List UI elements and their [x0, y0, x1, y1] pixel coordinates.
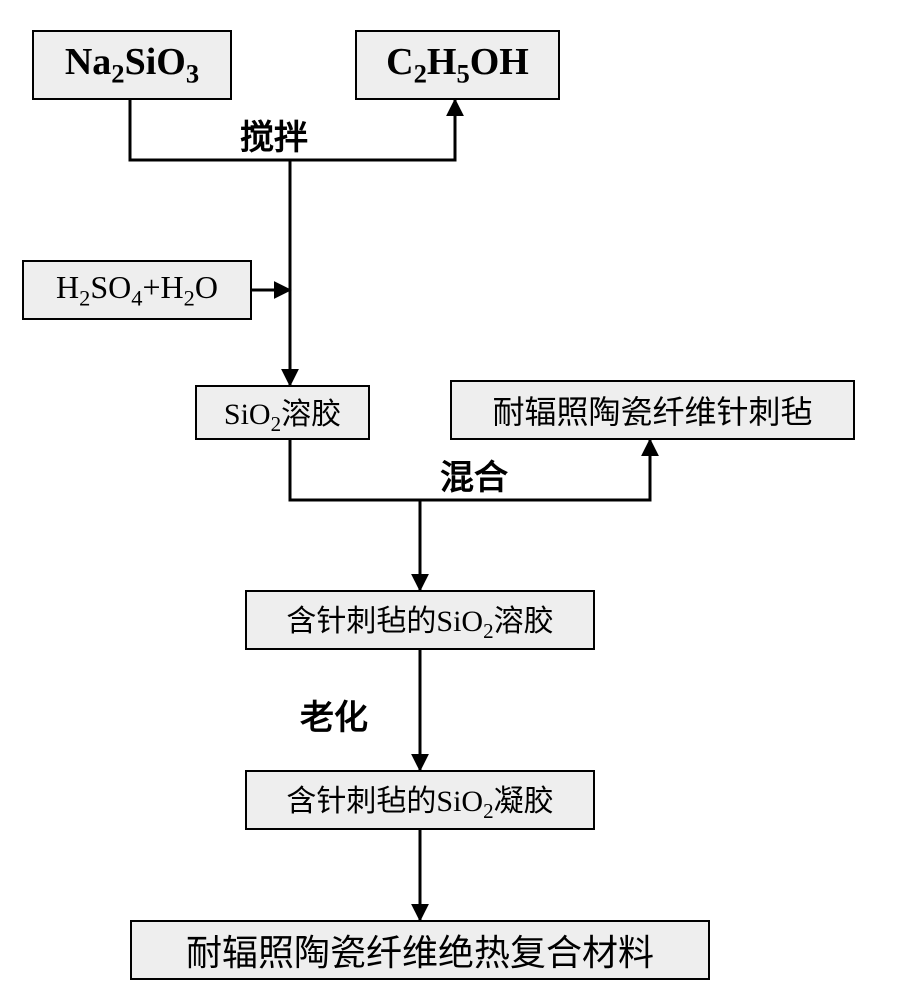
edge-label-stir: 搅拌 — [240, 110, 308, 159]
edge-label-aging: 老化 — [300, 690, 368, 739]
label-fiberfelt: 耐辐照陶瓷纤维针刺毡 — [492, 387, 812, 433]
edge-label-mix: 混合 — [440, 450, 508, 499]
edges-layer — [0, 0, 899, 1000]
node-ceramic-fiber-felt: 耐辐照陶瓷纤维针刺毡 — [450, 380, 855, 440]
label-c2h5oh: C2H5OH — [386, 40, 529, 90]
label-sio2sol: SiO2溶胶 — [224, 389, 341, 437]
flowchart-canvas: Na2SiO3 C2H5OH H2SO4+H2O SiO2溶胶 耐辐照陶瓷纤维针… — [0, 0, 899, 1000]
node-c2h5oh: C2H5OH — [355, 30, 560, 100]
label-na2sio3: Na2SiO3 — [65, 40, 199, 90]
node-product: 耐辐照陶瓷纤维绝热复合材料 — [130, 920, 710, 980]
node-h2so4-h2o: H2SO4+H2O — [22, 260, 252, 320]
label-solwf: 含针刺毡的SiO2溶胶 — [286, 596, 553, 644]
label-gelwf: 含针刺毡的SiO2凝胶 — [286, 776, 553, 824]
node-sol-with-felt: 含针刺毡的SiO2溶胶 — [245, 590, 595, 650]
node-sio2-sol: SiO2溶胶 — [195, 385, 370, 440]
label-product: 耐辐照陶瓷纤维绝热复合材料 — [186, 924, 654, 976]
node-na2sio3: Na2SiO3 — [32, 30, 232, 100]
node-gel-with-felt: 含针刺毡的SiO2凝胶 — [245, 770, 595, 830]
label-h2so4: H2SO4+H2O — [56, 269, 218, 311]
